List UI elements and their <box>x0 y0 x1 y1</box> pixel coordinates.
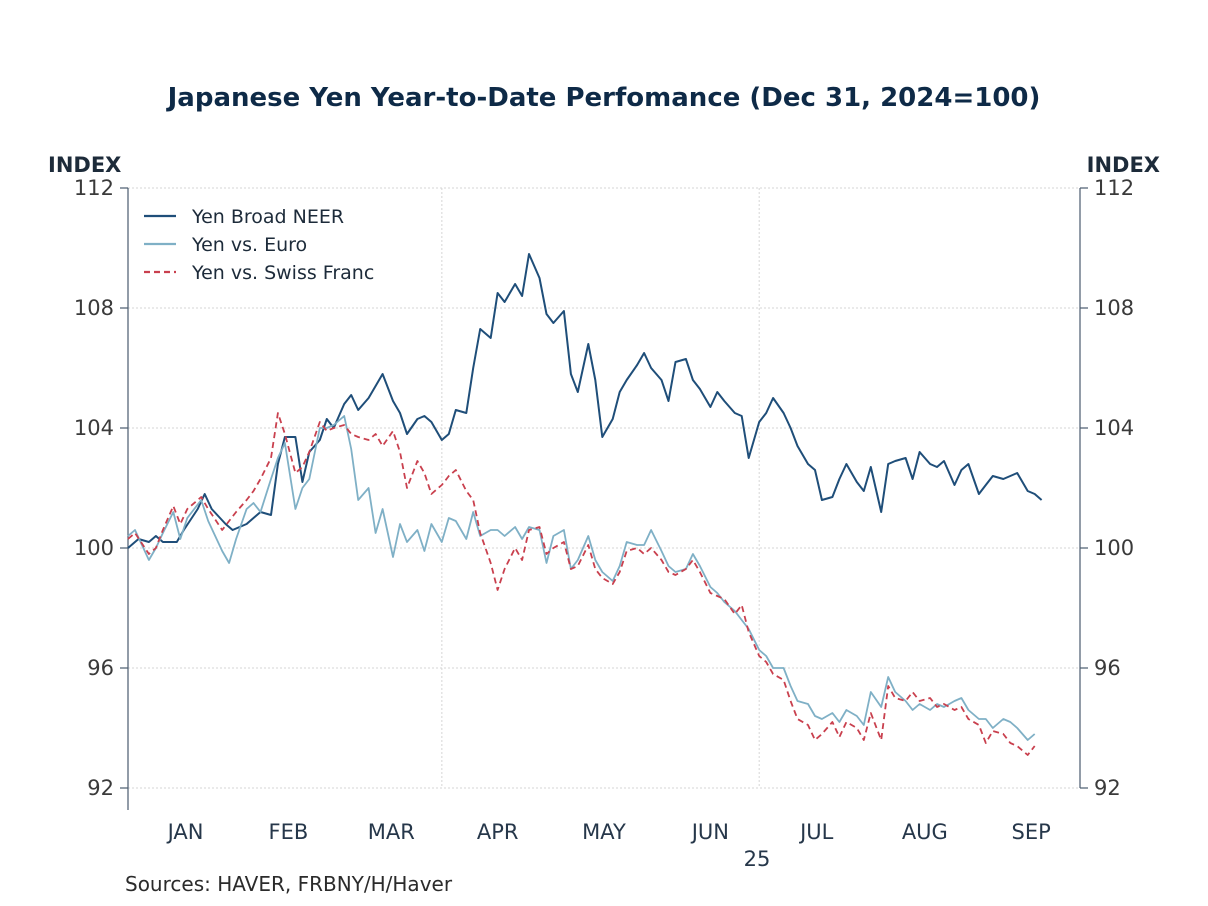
x-tick-label-jun: JUN <box>690 820 729 844</box>
legend-label-1: Yen Broad NEER <box>191 206 344 228</box>
axes <box>127 188 1081 810</box>
series-line-3 <box>127 412 1036 756</box>
x-tick-label-feb: FEB <box>269 820 309 844</box>
series-line-1 <box>127 253 1043 549</box>
axis-ticks: 92 92 96 96 100 100 104 104 108 108 112 112 JAN FEB MA… <box>74 176 1134 844</box>
y-tick-label-left: 104 <box>74 416 114 440</box>
x-tick-label-sep: SEP <box>1012 820 1051 844</box>
y-tick-label-right: 92 <box>1094 776 1121 800</box>
legend-label-3: Yen vs. Swiss Franc <box>191 262 374 284</box>
x-tick-label-apr: APR <box>477 820 519 844</box>
legend: Yen Broad NEER Yen vs. Euro Yen vs. Swiss … <box>144 206 374 284</box>
x-tick-label-aug: AUG <box>902 820 948 844</box>
grid-lines <box>128 187 1081 789</box>
y-tick-label-left: 100 <box>74 536 114 560</box>
y-tick-label-left: 92 <box>87 776 114 800</box>
x-tick-label-may: MAY <box>582 820 626 844</box>
y-tick-label-right: 100 <box>1094 536 1134 560</box>
right-axis-title: INDEX <box>1087 153 1160 177</box>
y-tick-label-left: 108 <box>74 296 114 320</box>
y-tick-label-left: 96 <box>87 656 114 680</box>
y-tick-label-right: 96 <box>1094 656 1121 680</box>
source-note: Sources: HAVER, FRBNY/H/Haver <box>125 872 453 896</box>
legend-label-2: Yen vs. Euro <box>191 234 307 256</box>
y-tick-label-right: 104 <box>1094 416 1134 440</box>
left-axis-title: INDEX <box>48 153 121 177</box>
x-tick-label-jul: JUL <box>798 820 834 844</box>
series-lines <box>127 253 1043 756</box>
x-tick-label-mar: MAR <box>368 820 415 844</box>
y-tick-label-right: 112 <box>1094 176 1134 200</box>
chart-title: Japanese Yen Year-to-Date Perfomance (De… <box>166 83 1041 113</box>
x-tick-label-jan: JAN <box>166 820 204 844</box>
series-line-2 <box>127 415 1036 741</box>
x-year-label: 25 <box>744 847 771 871</box>
y-tick-label-left: 112 <box>74 176 114 200</box>
y-tick-label-right: 108 <box>1094 296 1134 320</box>
